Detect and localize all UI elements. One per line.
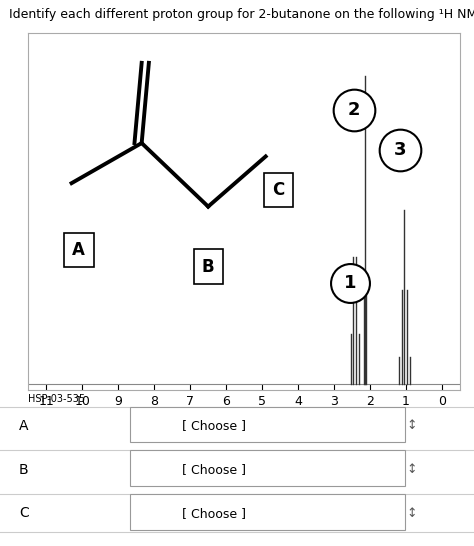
Text: 2: 2 (347, 100, 360, 118)
Text: ↕: ↕ (406, 507, 417, 520)
Text: B: B (19, 462, 28, 477)
Text: C: C (272, 181, 284, 199)
Text: [ Choose ]: [ Choose ] (182, 463, 246, 476)
Text: HSP-03-535: HSP-03-535 (28, 394, 86, 404)
Text: ↕: ↕ (406, 463, 417, 476)
Text: C: C (19, 506, 29, 520)
Text: 1: 1 (344, 275, 356, 293)
Text: Identify each different proton group for 2-butanone on the following ¹H NMR spec: Identify each different proton group for… (9, 8, 474, 21)
Text: [ Choose ]: [ Choose ] (182, 507, 246, 520)
Text: [ Choose ]: [ Choose ] (182, 419, 246, 432)
Text: B: B (202, 258, 214, 276)
Text: 3: 3 (394, 141, 407, 159)
Text: A: A (73, 241, 85, 259)
X-axis label: ppm: ppm (228, 411, 260, 425)
Text: ↕: ↕ (406, 419, 417, 432)
Text: A: A (19, 419, 28, 433)
